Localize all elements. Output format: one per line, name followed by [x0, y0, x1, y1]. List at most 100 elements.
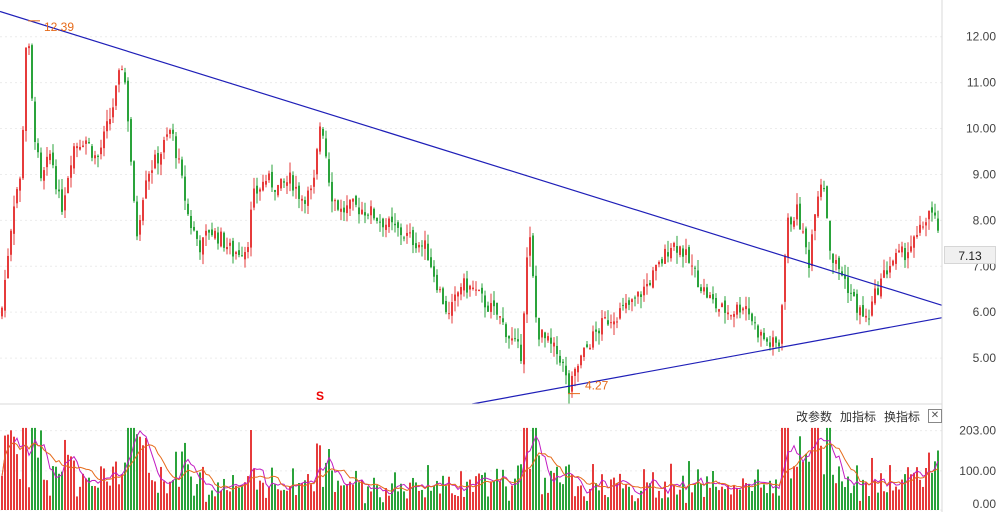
volume-bar [178, 486, 180, 510]
candle-body [94, 155, 96, 159]
candle-body [787, 217, 789, 258]
candle-body [538, 317, 540, 340]
candle-body [487, 305, 489, 312]
volume-bar [265, 497, 267, 510]
volume-bar [679, 489, 681, 510]
volume-bar [313, 491, 315, 510]
candle-body [502, 318, 504, 323]
volume-bar [520, 464, 522, 510]
volume-bar [529, 468, 531, 510]
volume-bar [55, 466, 57, 510]
candle-body [55, 166, 57, 190]
volume-bar [346, 484, 348, 510]
candle-body [379, 221, 381, 223]
volume-bar [184, 442, 186, 510]
volume-bar [223, 478, 225, 510]
volume-bar [406, 498, 408, 510]
volume-bar [148, 472, 150, 510]
volume-bar [373, 477, 375, 510]
volume-bar [886, 492, 888, 510]
volume-bar [649, 483, 651, 510]
volume-bar [436, 480, 438, 510]
volume-bar [721, 486, 723, 510]
candle-body [778, 342, 780, 347]
volume-bar [685, 502, 687, 510]
volume-bar [241, 485, 243, 510]
candle-body [475, 289, 477, 291]
candle-body [37, 143, 39, 153]
volume-bar [682, 475, 684, 510]
volume-bar [418, 490, 420, 510]
candle-body [835, 260, 837, 264]
candle-body [322, 128, 324, 136]
candle-body [733, 314, 735, 317]
candle-body [736, 304, 738, 315]
candle-body [871, 301, 873, 316]
candle-body [403, 237, 405, 239]
add-indicator-button[interactable]: 加指标 [839, 409, 876, 424]
candle-body [148, 173, 150, 182]
volume-bar [196, 484, 198, 510]
volume-bar [430, 490, 432, 510]
candle-body [118, 70, 120, 85]
volume-bar [274, 484, 276, 510]
y-tick-label: 9.00 [973, 167, 997, 181]
candle-body [694, 267, 696, 269]
lower-trendline [471, 317, 943, 405]
volume-bar [802, 461, 804, 510]
volume-bar [247, 476, 249, 510]
candle-body [472, 287, 474, 290]
candle-body [886, 270, 888, 275]
candle-body [559, 355, 561, 363]
volume-bar [718, 490, 720, 510]
candle-body [751, 313, 753, 322]
volume-bar [466, 481, 468, 510]
switch-indicator-button[interactable]: 换指标 [883, 409, 920, 424]
volume-bar [505, 486, 507, 510]
volume-bar [70, 456, 72, 510]
close-icon[interactable]: ✕ [928, 409, 942, 423]
candle-body [634, 297, 636, 299]
volume-bar [619, 473, 621, 510]
candle-body [718, 309, 720, 312]
candle-body [265, 180, 267, 185]
candle-body [919, 224, 921, 233]
volume-bar [484, 472, 486, 510]
candle-body [139, 220, 141, 235]
volume-bar [790, 478, 792, 510]
sell-signal-marker: S [316, 389, 324, 403]
candle-body [640, 294, 642, 298]
volume-bar [364, 503, 366, 510]
volume-bar [643, 469, 645, 510]
change-params-button[interactable]: 改参数 [795, 409, 832, 424]
candle-body [682, 248, 684, 257]
volume-ma10-line [1, 442, 939, 492]
candle-body [508, 335, 510, 339]
volume-bar [571, 474, 573, 510]
volume-bar [913, 472, 915, 510]
volume-bar [343, 485, 345, 510]
candle-body [574, 368, 576, 376]
volume-bar [67, 454, 69, 510]
volume-bar [79, 486, 81, 510]
candle-body [550, 337, 552, 344]
volume-bar [250, 430, 252, 510]
volume-bar [598, 490, 600, 510]
volume-bar [355, 470, 357, 510]
candle-body [868, 318, 870, 320]
candle-body [394, 223, 396, 226]
volume-bar [4, 435, 6, 510]
volume-bar [268, 487, 270, 510]
candle-body [361, 209, 363, 214]
candle-body [172, 129, 174, 134]
candle-body [742, 308, 744, 311]
volume-bar [259, 480, 261, 510]
candle-body [511, 338, 513, 341]
candle-body [763, 332, 765, 340]
candle-body [103, 131, 105, 149]
candle-body [775, 337, 777, 343]
volume-bar [919, 479, 921, 510]
candle-body [373, 208, 375, 219]
candle-body [916, 234, 918, 237]
candle-body [766, 338, 768, 342]
